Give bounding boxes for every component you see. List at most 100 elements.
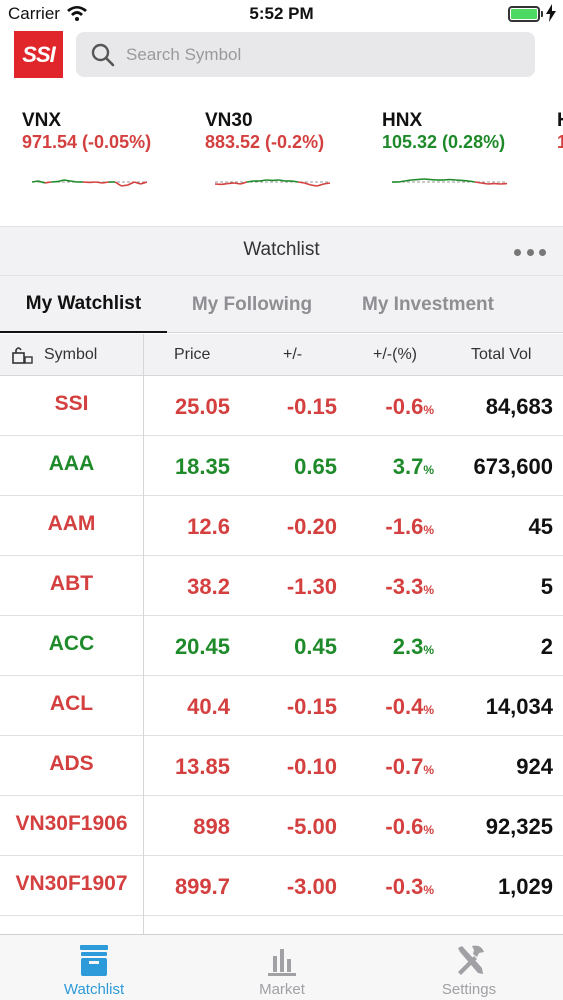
column-symbol[interactable]: Symbol bbox=[44, 346, 98, 363]
watchlist-table: SSI 25.05 -0.15 84,683 -0.6% AAA 18.35 0.65 673,… bbox=[0, 376, 563, 934]
index-value: 1 bbox=[557, 132, 563, 152]
table-header: Symbol Price +/- +/-(%) Total Vol bbox=[0, 334, 563, 376]
battery-icon bbox=[508, 6, 540, 22]
row-total-volume: 45 bbox=[528, 514, 553, 539]
row-change: 0.65 bbox=[294, 454, 337, 479]
row-change-percent: -3.3% bbox=[385, 574, 434, 600]
row-symbol: AAM bbox=[47, 512, 96, 535]
row-price: 13.85 bbox=[174, 754, 230, 779]
table-row[interactable]: VN30F1906 898 -5.00 92,325 -0.6% bbox=[0, 796, 563, 856]
row-change-percent: -1.6% bbox=[385, 514, 434, 540]
row-symbol: ACL bbox=[49, 692, 94, 715]
row-change: -0.10 bbox=[286, 754, 337, 779]
index-card-vn30[interactable]: VN30 883.52 (-0.2%) bbox=[205, 106, 375, 216]
watchlist-tabs: My Watchlist My Following My Investment bbox=[0, 276, 563, 333]
column-change[interactable]: +/- bbox=[283, 346, 303, 363]
row-change-percent: -0.3% bbox=[385, 874, 434, 900]
row-price: 12.6 bbox=[187, 514, 230, 539]
bottom-tab-bar: Watchlist Market Settings bbox=[0, 934, 563, 1000]
table-row[interactable]: AAA 18.35 0.65 673,600 3.7% bbox=[0, 436, 563, 496]
index-name: VNX bbox=[22, 110, 62, 131]
row-total-volume: 2 bbox=[540, 634, 553, 659]
row-price: 899.7 bbox=[174, 874, 230, 899]
charging-bolt-icon bbox=[546, 4, 556, 22]
tools-icon bbox=[458, 945, 484, 975]
tabbar-label: Settings bbox=[441, 981, 497, 998]
row-symbol: VN30F1907 bbox=[15, 872, 128, 895]
row-change-percent-value: -1.6 bbox=[385, 514, 424, 539]
row-change-percent-value: -0.3 bbox=[385, 874, 424, 899]
row-price: 40.4 bbox=[187, 694, 230, 719]
index-card-vnx[interactable]: VNX 971.54 (-0.05%) bbox=[22, 106, 192, 216]
row-change-percent: -0.7% bbox=[385, 754, 434, 780]
row-total-volume: 14,034 bbox=[485, 694, 553, 719]
row-total-volume: 673,600 bbox=[473, 454, 553, 479]
tabbar-label: Watchlist bbox=[63, 981, 125, 998]
column-price[interactable]: Price bbox=[174, 346, 211, 363]
table-row[interactable]: VN30F1907 899.7 -3.00 1,029 -0.3% bbox=[0, 856, 563, 916]
tabbar-settings[interactable]: Settings bbox=[375, 935, 563, 1000]
percent-suffix: % bbox=[423, 823, 434, 837]
row-price: 18.35 bbox=[174, 454, 230, 479]
tab-my-investment[interactable]: My Investment bbox=[362, 293, 494, 315]
wifi-icon bbox=[67, 6, 87, 21]
index-name: HNX30 bbox=[557, 110, 563, 132]
index-card-hnx30[interactable]: HNX301 bbox=[557, 106, 563, 216]
percent-suffix: % bbox=[423, 643, 434, 657]
row-change-percent: -0.6% bbox=[385, 814, 434, 840]
row-symbol: SSI bbox=[54, 392, 89, 415]
table-row[interactable]: ADS 13.85 -0.10 924 -0.7% bbox=[0, 736, 563, 796]
row-change-percent: 2.3% bbox=[393, 634, 434, 660]
more-dot-icon bbox=[526, 248, 534, 256]
row-change: 0.45 bbox=[294, 634, 337, 659]
status-time: 5:52 PM bbox=[249, 4, 314, 23]
row-symbol: ACC bbox=[48, 632, 95, 655]
sort-unlock-icon[interactable] bbox=[12, 345, 34, 365]
row-change: -1.30 bbox=[286, 574, 337, 599]
percent-suffix: % bbox=[423, 523, 434, 537]
watchlist-section-header: Watchlist bbox=[0, 226, 563, 276]
battery-tip bbox=[541, 11, 543, 17]
row-change-percent-value: 3.7 bbox=[392, 454, 424, 479]
carrier-label: Carrier bbox=[8, 4, 60, 23]
column-total-volume[interactable]: Total Vol bbox=[471, 346, 532, 363]
row-change-percent-value: -0.6 bbox=[385, 394, 424, 419]
index-sparkline bbox=[215, 179, 330, 187]
row-change-percent-value: -3.3 bbox=[385, 574, 424, 599]
row-change-percent-value: -0.6 bbox=[385, 814, 424, 839]
index-name: VN30 bbox=[205, 110, 253, 131]
row-price: 38.2 bbox=[187, 574, 230, 599]
symbol-column-divider bbox=[143, 334, 144, 934]
search-bar[interactable] bbox=[76, 32, 535, 77]
table-row[interactable]: ABT 38.2 -1.30 5 -3.3% bbox=[0, 556, 563, 616]
index-sparkline bbox=[32, 179, 147, 187]
tab-my-watchlist[interactable]: My Watchlist bbox=[0, 276, 167, 333]
market-index-strip[interactable]: VNX 971.54 (-0.05%) VN30 883.52 (-0.2%) HNX 1… bbox=[0, 106, 563, 226]
tab-my-following[interactable]: My Following bbox=[191, 293, 313, 315]
index-card-hnx[interactable]: HNX 105.32 (0.28%) bbox=[382, 106, 552, 216]
tabbar-label: Market bbox=[259, 981, 305, 998]
table-row[interactable]: SSI 25.05 -0.15 84,683 -0.6% bbox=[0, 376, 563, 436]
row-total-volume: 1,029 bbox=[497, 874, 553, 899]
row-price: 25.05 bbox=[174, 394, 230, 419]
column-change-percent[interactable]: +/-(%) bbox=[373, 346, 417, 363]
table-row[interactable]: AAM 12.6 -0.20 45 -1.6% bbox=[0, 496, 563, 556]
row-change-percent: -0.4% bbox=[385, 694, 434, 720]
index-value: 883.52 (-0.2%) bbox=[205, 132, 325, 152]
more-options-button[interactable] bbox=[510, 241, 550, 263]
index-value: 105.32 (0.28%) bbox=[382, 132, 506, 152]
row-total-volume: 84,683 bbox=[485, 394, 553, 419]
tabbar-watchlist[interactable]: Watchlist bbox=[0, 935, 188, 1000]
row-change-percent-value: -0.7 bbox=[385, 754, 424, 779]
row-change: -5.00 bbox=[286, 814, 337, 839]
search-input[interactable] bbox=[126, 32, 526, 77]
table-row[interactable]: ACL 40.4 -0.15 14,034 -0.4% bbox=[0, 676, 563, 736]
status-bar: Carrier 5:52 PM bbox=[0, 0, 563, 30]
row-change: -0.15 bbox=[286, 394, 337, 419]
row-change-percent: 3.7% bbox=[393, 454, 434, 480]
percent-suffix: % bbox=[423, 403, 434, 417]
row-change-percent: -0.6% bbox=[385, 394, 434, 420]
brand-logo[interactable]: SSI bbox=[14, 31, 63, 78]
tabbar-market[interactable]: Market bbox=[188, 935, 376, 1000]
table-row[interactable]: ACC 20.45 0.45 2 2.3% bbox=[0, 616, 563, 676]
